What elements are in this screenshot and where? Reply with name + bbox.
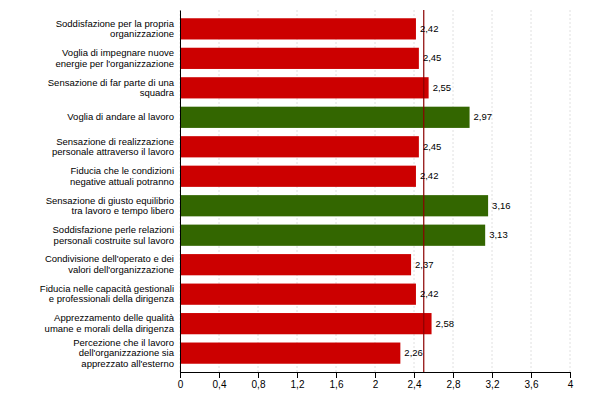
x-tick-mark bbox=[375, 372, 376, 378]
data-label: 3,13 bbox=[489, 229, 508, 240]
bar bbox=[180, 343, 400, 364]
y-axis-line bbox=[180, 11, 181, 373]
y-tick: Fiducia nelle capacità gestionalie profe… bbox=[40, 283, 180, 305]
bar bbox=[180, 48, 419, 69]
data-label: 2,45 bbox=[423, 141, 442, 152]
bars bbox=[180, 10, 488, 372]
x-tick: 2,4 bbox=[408, 372, 422, 390]
y-tick: Fiducia che le condizioninegative attual… bbox=[70, 165, 180, 187]
grid-line bbox=[492, 10, 493, 372]
x-tick: 1,6 bbox=[330, 372, 344, 390]
x-tick-mark bbox=[258, 372, 259, 378]
bar bbox=[180, 195, 488, 216]
x-tick-mark bbox=[219, 372, 220, 378]
data-label: 2,42 bbox=[420, 23, 439, 34]
bar bbox=[180, 284, 416, 305]
x-tick: 3,6 bbox=[525, 372, 539, 390]
y-tick-label: Sensazione di realizzazionepersonale att… bbox=[52, 136, 174, 158]
x-tick-mark bbox=[180, 372, 181, 378]
x-tick-label: 0 bbox=[178, 379, 184, 390]
data-label: 2,26 bbox=[404, 347, 423, 358]
x-axis-line bbox=[181, 373, 571, 379]
bar bbox=[180, 107, 470, 128]
x-tick-label: 3,2 bbox=[486, 379, 500, 390]
y-tick: Sensazione di giusto equilibriotra lavor… bbox=[46, 195, 180, 217]
y-tick: Condivisione dell'operato e deivalori de… bbox=[45, 253, 180, 275]
x-tick: 0,4 bbox=[213, 372, 227, 390]
x-axis: 0 0,4 0,8 1,2 1,6 2 2,4 2,8 3,2 3,6 4 bbox=[178, 372, 574, 390]
x-tick: 2 bbox=[373, 372, 379, 390]
y-tick-label: Apprezzamento delle qualitàumane e moral… bbox=[45, 312, 175, 334]
y-tick-label: Percezione che il lavorodell'organizzazi… bbox=[73, 337, 175, 369]
x-tick-mark bbox=[453, 372, 454, 378]
x-tick: 4 bbox=[568, 372, 574, 390]
x-tick-mark bbox=[492, 372, 493, 378]
x-tick: 3,2 bbox=[486, 372, 500, 390]
y-tick: Sensazione di far parte di unasquadra bbox=[48, 77, 180, 99]
y-tick: Sensazione di realizzazionepersonale att… bbox=[52, 136, 180, 158]
y-tick-label: Sensazione di giusto equilibriotra lavor… bbox=[46, 195, 174, 217]
x-tick-label: 0,4 bbox=[213, 379, 227, 390]
y-tick-label: Soddisfazione perle relazionipersonali c… bbox=[53, 224, 174, 246]
bar bbox=[180, 18, 416, 39]
x-tick-label: 2,8 bbox=[447, 379, 461, 390]
bar bbox=[180, 313, 432, 334]
x-tick: 0,8 bbox=[252, 372, 266, 390]
y-tick-label: Fiducia che le condizioninegative attual… bbox=[70, 165, 174, 187]
y-tick-label: Voglia di andare al lavoro bbox=[67, 111, 174, 122]
x-tick-mark bbox=[531, 372, 532, 378]
y-tick: Percezione che il lavorodell'organizzazi… bbox=[73, 337, 180, 369]
x-tick-mark bbox=[336, 372, 337, 378]
bar bbox=[180, 136, 419, 157]
data-label: 2,37 bbox=[415, 259, 434, 270]
y-tick: Voglia di impegnare nuoveenergie per l'o… bbox=[55, 47, 180, 69]
x-tick-label: 1,2 bbox=[291, 379, 305, 390]
y-tick: Voglia di andare al lavoro bbox=[67, 111, 180, 122]
chart: 0 0,4 0,8 1,2 1,6 2 2,4 2,8 3,2 3,6 4 Soddisfazione… bbox=[0, 0, 600, 400]
y-tick-label: Voglia di impegnare nuoveenergie per l'o… bbox=[55, 47, 174, 69]
bar bbox=[180, 77, 429, 98]
x-tick-label: 0,8 bbox=[252, 379, 266, 390]
x-tick: 1,2 bbox=[291, 372, 305, 390]
x-tick-label: 1,6 bbox=[330, 379, 344, 390]
plot: 0 0,4 0,8 1,2 1,6 2 2,4 2,8 3,2 3,6 4 Soddisfazione… bbox=[40, 10, 574, 390]
bar bbox=[180, 225, 485, 246]
grid-line bbox=[180, 10, 181, 372]
x-tick: 2,8 bbox=[447, 372, 461, 390]
y-tick-label: Fiducia nelle capacità gestionalie profe… bbox=[40, 283, 175, 305]
grid-line bbox=[531, 10, 532, 372]
y-tick: Soddisfazione per la propriaorganizzazio… bbox=[56, 18, 180, 40]
y-tick-label: Soddisfazione per la propriaorganizzazio… bbox=[56, 18, 175, 40]
data-label: 2,55 bbox=[433, 82, 452, 93]
grid-line bbox=[570, 10, 571, 372]
data-label: 2,42 bbox=[420, 170, 439, 181]
x-tick-label: 2 bbox=[373, 379, 379, 390]
data-label: 3,16 bbox=[492, 200, 511, 211]
bar bbox=[180, 166, 416, 187]
data-label: 2,42 bbox=[420, 288, 439, 299]
bar bbox=[180, 254, 411, 275]
y-tick: Apprezzamento delle qualitàumane e moral… bbox=[45, 312, 180, 334]
reference-line bbox=[423, 10, 424, 372]
y-axis: Soddisfazione per la propriaorganizzazio… bbox=[40, 11, 181, 373]
data-label: 2,97 bbox=[474, 111, 493, 122]
x-tick-label: 3,6 bbox=[525, 379, 539, 390]
x-tick-label: 4 bbox=[568, 379, 574, 390]
data-labels: 2,42 2,45 2,55 2,97 2,45 2,42 3,16 3,13 2,37 2,42… bbox=[404, 23, 510, 358]
data-label: 2,58 bbox=[436, 318, 455, 329]
x-tick: 0 bbox=[178, 372, 184, 390]
data-label: 2,45 bbox=[423, 52, 442, 63]
x-tick-label: 2,4 bbox=[408, 379, 422, 390]
y-tick-label: Sensazione di far parte di unasquadra bbox=[48, 77, 175, 99]
x-tick-mark bbox=[297, 372, 298, 378]
x-tick-mark bbox=[414, 372, 415, 378]
y-tick-label: Condivisione dell'operato e deivalori de… bbox=[45, 253, 174, 275]
grid bbox=[180, 10, 570, 372]
x-tick-mark bbox=[570, 372, 571, 378]
y-tick: Soddisfazione perle relazionipersonali c… bbox=[53, 224, 180, 246]
